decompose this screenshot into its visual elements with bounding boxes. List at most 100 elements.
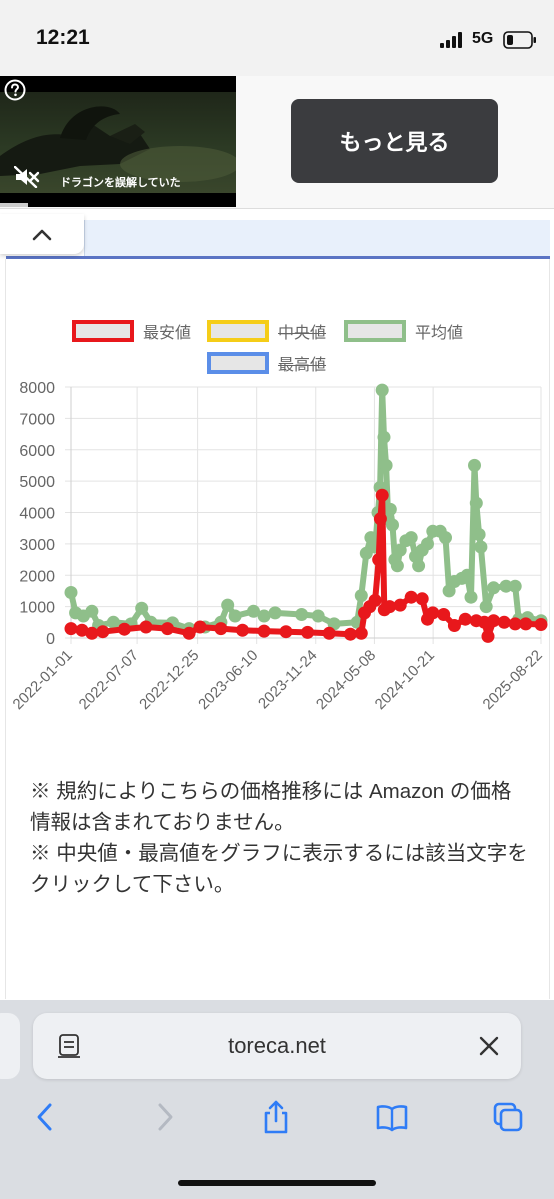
data-point	[354, 589, 368, 603]
previous-tab-preview[interactable]	[0, 1013, 20, 1079]
back-icon[interactable]	[30, 1100, 62, 1134]
header-divider	[6, 256, 550, 259]
data-point	[64, 622, 78, 636]
share-icon[interactable]	[260, 1100, 292, 1134]
data-point	[268, 606, 282, 620]
data-point	[412, 559, 426, 573]
x-tick-label: 2024-05-08	[313, 647, 379, 713]
data-point	[487, 614, 501, 628]
x-tick-label: 2025-08-22	[480, 647, 546, 713]
data-point	[182, 626, 196, 640]
data-point	[437, 608, 451, 621]
ad-banner[interactable]: ドラゴンを誤解していた もっと見る	[0, 76, 554, 209]
data-point	[247, 604, 260, 618]
data-point	[193, 620, 207, 634]
data-point	[404, 531, 418, 545]
x-tick-label: 2023-11-24	[255, 647, 320, 712]
legend-item-average-price[interactable]: 平均値	[344, 319, 463, 343]
data-point	[421, 537, 434, 551]
x-tick-label: 2024-10-21	[372, 647, 438, 713]
data-point	[460, 568, 474, 582]
data-point	[117, 622, 131, 636]
data-point	[75, 623, 89, 637]
status-bar: 12:21 5G	[0, 0, 554, 76]
x-tick-label: 2022-12-25	[136, 647, 202, 713]
data-point	[479, 600, 493, 614]
data-point	[439, 531, 452, 545]
data-point	[96, 625, 110, 639]
page-header-strip	[84, 220, 550, 258]
data-point	[404, 590, 418, 604]
legend-item-min-price[interactable]: 最安値	[72, 319, 191, 343]
forward-icon[interactable]	[148, 1100, 180, 1134]
legend-item-max-price[interactable]: 最高値	[207, 351, 326, 375]
data-point	[311, 609, 325, 623]
data-point	[257, 624, 271, 638]
data-point	[85, 604, 99, 618]
data-point	[464, 590, 478, 604]
ad-video[interactable]: ドラゴンを誤解していた	[0, 76, 236, 207]
data-point	[64, 586, 78, 599]
legend-item-median-price[interactable]: 中央値	[207, 319, 326, 343]
address-bar[interactable]: toreca.net	[33, 1013, 521, 1079]
close-icon[interactable]	[477, 1034, 501, 1058]
y-tick-label: 0	[46, 631, 55, 648]
data-point	[508, 617, 522, 631]
data-point	[393, 543, 407, 557]
legend-label: 平均値	[415, 325, 464, 342]
data-point	[508, 579, 522, 593]
y-tick-label: 4000	[19, 506, 55, 523]
data-point	[236, 623, 249, 637]
data-point	[228, 609, 242, 623]
legend-swatch	[72, 320, 134, 342]
ad-progress-bar	[0, 203, 28, 207]
x-tick-label: 2022-07-07	[76, 647, 142, 713]
data-point	[468, 458, 481, 472]
tabs-icon[interactable]	[492, 1100, 524, 1134]
data-point	[383, 502, 397, 516]
network-type-label: 5G	[472, 30, 494, 47]
data-point	[458, 612, 472, 626]
data-point	[368, 593, 382, 607]
ad-caption: ドラゴンを誤解していた	[60, 177, 181, 189]
legend-label: 最安値	[143, 325, 192, 342]
y-tick-label: 8000	[19, 380, 55, 397]
data-point	[469, 496, 483, 510]
data-point	[373, 512, 387, 526]
data-point	[497, 615, 511, 629]
data-point	[386, 518, 399, 532]
y-tick-label: 5000	[19, 474, 55, 491]
page-menu-icon[interactable]	[57, 1033, 81, 1059]
notes: ※ 規約によりこちらの価格推移には Amazon の価格情報は含まれておりません…	[30, 776, 530, 900]
help-icon[interactable]	[4, 79, 26, 101]
data-point	[393, 598, 407, 612]
note-legend-toggle: ※ 中央値・最高値をグラフに表示するには該当文字をクリックして下さい。	[30, 842, 528, 896]
home-indicator	[178, 1180, 376, 1186]
collapse-ad-button[interactable]	[0, 214, 84, 254]
data-point	[343, 627, 357, 641]
data-point	[481, 629, 495, 643]
x-tick-label: 2022-01-01	[10, 647, 76, 713]
data-point	[279, 625, 293, 639]
data-point	[301, 625, 315, 639]
legend-swatch	[207, 352, 269, 374]
data-point	[372, 553, 386, 567]
y-tick-label: 3000	[19, 537, 55, 554]
data-point	[447, 619, 461, 632]
see-more-button[interactable]: もっと見る	[291, 99, 498, 183]
legend-label: 最高値	[278, 357, 327, 374]
data-point	[375, 488, 389, 502]
price-history-chart[interactable]: 0 1000 2000 3000 4000 5000 6000 7000 8000 2022-01…	[0, 375, 554, 745]
battery-icon	[503, 31, 536, 49]
bookmarks-icon[interactable]	[376, 1100, 408, 1134]
y-tick-label: 7000	[19, 411, 55, 428]
data-point	[474, 540, 488, 554]
data-point	[161, 622, 174, 636]
legend-swatch	[344, 320, 406, 342]
data-point	[139, 620, 153, 634]
data-point	[322, 626, 336, 640]
data-point	[519, 617, 533, 631]
mute-icon[interactable]	[14, 166, 40, 188]
y-tick-label: 1000	[19, 600, 55, 617]
